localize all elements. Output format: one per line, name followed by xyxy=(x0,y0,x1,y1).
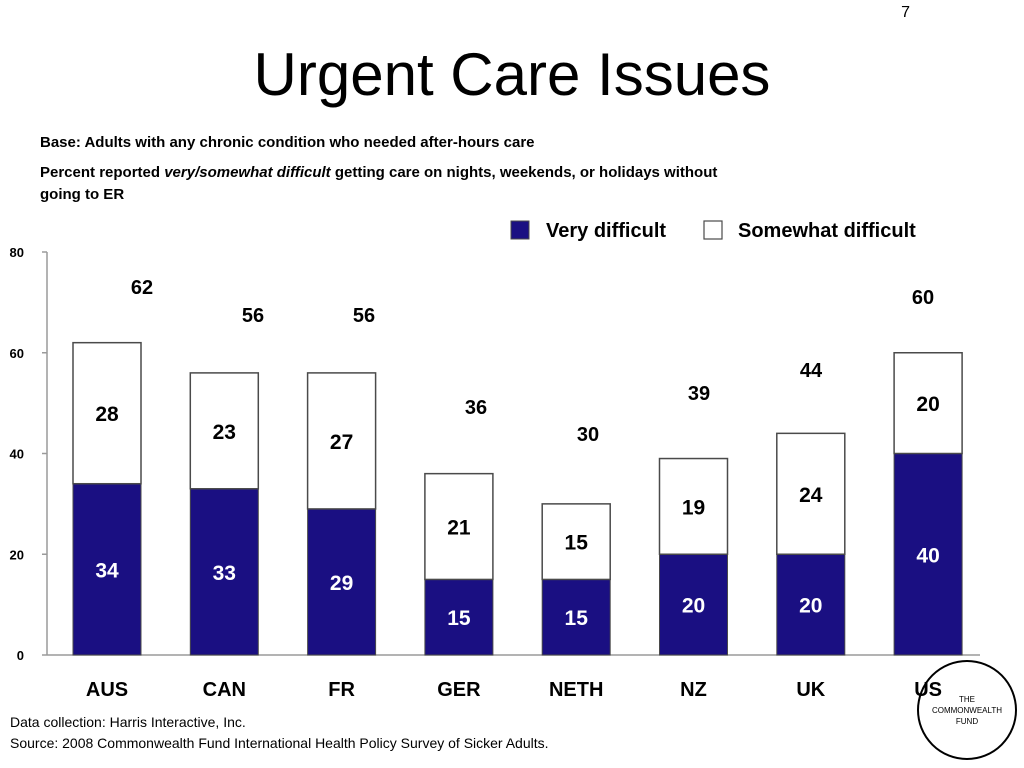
slide-title: Urgent Care Issues xyxy=(253,41,771,108)
bar-very-difficult xyxy=(776,553,846,656)
data-label-very-difficult: 34 xyxy=(95,559,119,582)
total-label: 36 xyxy=(465,397,487,419)
bar-somewhat-difficult xyxy=(189,372,260,490)
y-tick-label: 0 xyxy=(17,648,24,663)
data-label-somewhat-difficult: 20 xyxy=(916,393,939,416)
data-label-somewhat-difficult: 28 xyxy=(95,403,119,426)
total-label: 44 xyxy=(800,360,823,382)
bar-very-difficult xyxy=(72,483,142,656)
total-label: 56 xyxy=(242,305,264,327)
data-label-somewhat-difficult: 23 xyxy=(213,421,236,444)
description-emphasis: very/somewhat difficult xyxy=(164,164,331,181)
total-label: 62 xyxy=(131,277,153,299)
footer: Data collection: Harris Interactive, Inc… xyxy=(10,712,549,754)
base-text: Base: Adults with any chronic condition … xyxy=(40,134,535,151)
legend-label-somewhat-difficult: Somewhat difficult xyxy=(738,220,916,242)
total-label: 60 xyxy=(912,287,934,309)
description-prefix: Percent reported xyxy=(40,164,165,181)
bar-somewhat-difficult xyxy=(658,457,729,556)
page-number: 7 xyxy=(901,4,910,21)
legend-swatch-very-difficult xyxy=(510,220,530,240)
data-label-very-difficult: 15 xyxy=(565,607,589,630)
data-label-very-difficult: 20 xyxy=(799,595,822,618)
bar-somewhat-difficult xyxy=(541,503,611,581)
data-label-very-difficult: 20 xyxy=(682,595,705,618)
data-label-somewhat-difficult: 15 xyxy=(565,532,589,555)
data-label-somewhat-difficult: 27 xyxy=(330,431,353,454)
x-category-label: FR xyxy=(328,679,355,701)
commonwealth-fund-logo: THE COMMONWEALTH FUND xyxy=(917,660,1017,760)
data-label-very-difficult: 40 xyxy=(916,544,939,567)
bar-somewhat-difficult xyxy=(893,352,963,455)
bar-very-difficult xyxy=(307,508,377,656)
bar-very-difficult xyxy=(424,578,494,656)
x-category-label: GER xyxy=(437,679,481,701)
legend-swatch-somewhat-difficult xyxy=(703,220,723,240)
data-label-very-difficult: 33 xyxy=(213,562,236,585)
bar-very-difficult xyxy=(893,453,963,656)
description-text: Percent reported very/somewhat difficult… xyxy=(40,162,740,206)
data-label-very-difficult: 29 xyxy=(330,572,353,595)
description-suffix: getting care on nights, weekends, or hol… xyxy=(40,164,718,203)
bar-very-difficult xyxy=(541,578,611,656)
x-category-label: NETH xyxy=(549,679,603,701)
stacked-bar-chart: 0 20 40 60 80 34 28 AUS 33 23 CAN 29 27 FR 15 21 GER 15 15… xyxy=(10,220,980,701)
y-tick-label: 80 xyxy=(10,245,24,260)
x-category-label: NZ xyxy=(680,679,707,701)
total-label: 56 xyxy=(353,305,375,327)
data-label-somewhat-difficult: 19 xyxy=(682,496,705,519)
legend-label-very-difficult: Very difficult xyxy=(546,220,666,242)
x-category-label: UK xyxy=(796,679,825,701)
y-tick-label: 40 xyxy=(10,447,24,462)
x-category-label: AUS xyxy=(86,679,128,701)
bar-somewhat-difficult xyxy=(306,372,377,510)
data-label-somewhat-difficult: 21 xyxy=(447,517,471,540)
y-tick-label: 60 xyxy=(10,346,24,361)
footer-source: Source: 2008 Commonwealth Fund Internati… xyxy=(10,735,549,751)
data-label-very-difficult: 15 xyxy=(447,607,471,630)
bar-somewhat-difficult xyxy=(424,472,494,581)
total-label: 30 xyxy=(577,424,599,446)
data-label-somewhat-difficult: 24 xyxy=(799,484,823,507)
footer-data-collection: Data collection: Harris Interactive, Inc… xyxy=(10,714,246,730)
bar-very-difficult xyxy=(659,553,728,656)
bar-somewhat-difficult xyxy=(776,432,846,556)
bar-somewhat-difficult xyxy=(72,341,142,485)
logo-text: THE COMMONWEALTH FUND xyxy=(931,694,1003,726)
x-category-label: CAN xyxy=(203,679,246,701)
total-label: 39 xyxy=(688,383,710,405)
y-tick-label: 20 xyxy=(10,547,24,562)
